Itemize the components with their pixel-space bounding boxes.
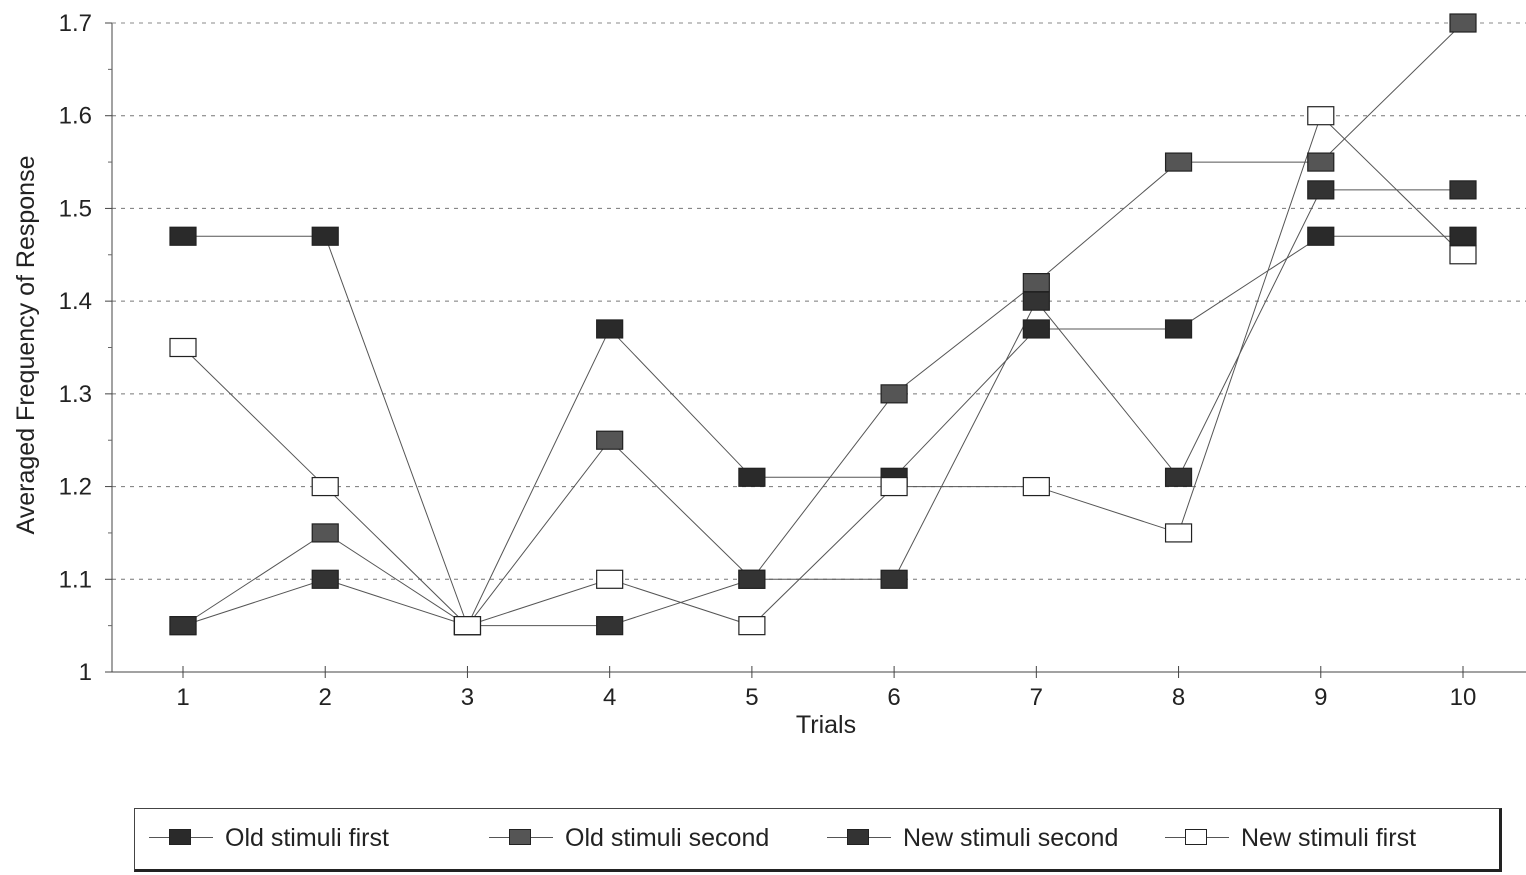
data-point: [1022, 291, 1050, 311]
legend-swatch-old-first: [149, 827, 213, 849]
series-line: [182, 22, 1464, 627]
x-tick-label: 2: [319, 684, 332, 711]
data-point: [1022, 319, 1050, 339]
legend-label: New stimuli second: [903, 823, 1119, 852]
x-tick-label: 4: [603, 684, 616, 711]
data-point: [1164, 523, 1193, 543]
x-axis-title: Trials: [796, 711, 856, 739]
data-point: [880, 476, 908, 497]
data-point: [169, 337, 197, 358]
y-tick-label: 1.3: [59, 381, 92, 408]
legend-swatch-new-second: [827, 827, 891, 849]
data-point: [169, 226, 197, 246]
data-point: [596, 616, 624, 636]
data-point: [596, 319, 624, 339]
data-point: [1449, 180, 1477, 200]
y-tick-label: 1.2: [59, 474, 92, 501]
x-tick-label: 5: [745, 684, 758, 711]
data-point: [311, 569, 339, 589]
data-point: [311, 523, 339, 543]
y-axis-ticks: 1 1.1 1.2 1.3 1.4 1.5 1.6 1.7: [59, 10, 112, 686]
data-point: [311, 476, 339, 497]
y-tick-label: 1.7: [59, 10, 92, 37]
legend-label: Old stimuli second: [565, 823, 770, 852]
data-point: [1449, 226, 1477, 246]
y-tick-label: 1: [79, 659, 92, 686]
data-point: [1022, 476, 1050, 497]
y-axis-title: Averaged Frequency of Response: [12, 156, 40, 535]
x-tick-label: 1: [176, 684, 189, 711]
data-point: [1449, 245, 1477, 265]
legend-label: New stimuli first: [1241, 823, 1417, 852]
data-point: [1449, 13, 1477, 33]
legend-item-new-second: New stimuli second: [827, 809, 1118, 867]
legend-item-old-second: Old stimuli second: [489, 809, 769, 867]
data-point: [738, 569, 766, 589]
line-chart: 1 1.1 1.2 1.3 1.4 1.5 1.6 1.7 1 2 3 4 5 6 7 8 9 10 Trial…: [12, 10, 1526, 739]
data-point: [596, 430, 624, 450]
legend-swatch-new-first: [1165, 827, 1229, 849]
y-tick-label: 1.6: [59, 103, 92, 130]
data-point: [1307, 152, 1335, 172]
legend-swatch-old-second: [489, 827, 553, 849]
data-point: [738, 616, 766, 636]
data-point: [169, 616, 197, 636]
series-line: [182, 114, 1464, 627]
y-tick-label: 1.1: [59, 566, 92, 593]
x-tick-label: 9: [1314, 684, 1327, 711]
data-point: [453, 616, 482, 636]
data-point: [880, 569, 908, 589]
data-point: [1022, 273, 1050, 293]
data-point: [311, 226, 339, 246]
x-tick-label: 10: [1450, 684, 1477, 711]
y-tick-label: 1.4: [59, 288, 92, 315]
data-point: [738, 467, 766, 487]
x-tick-label: 6: [887, 684, 900, 711]
data-point: [1307, 226, 1335, 246]
x-tick-label: 3: [461, 684, 474, 711]
legend-label: Old stimuli first: [225, 823, 389, 852]
series-line: [182, 189, 1463, 627]
series-line: [183, 235, 1463, 627]
x-axis-ticks: 1 2 3 4 5 6 7 8 9 10: [176, 666, 1476, 711]
data-point: [596, 569, 624, 589]
data-point: [1164, 467, 1193, 487]
data-point: [880, 384, 908, 404]
y-tick-label: 1.5: [59, 195, 92, 222]
legend-item-new-first: New stimuli first: [1165, 809, 1416, 867]
series-group: [169, 13, 1477, 636]
legend: Old stimuli first Old stimuli second New…: [134, 808, 1502, 872]
x-tick-label: 7: [1030, 684, 1043, 711]
data-point: [1307, 180, 1335, 200]
data-point: [1164, 319, 1193, 339]
data-point: [1307, 106, 1335, 126]
legend-item-old-first: Old stimuli first: [149, 809, 389, 867]
x-tick-label: 8: [1172, 684, 1185, 711]
data-point: [1164, 152, 1193, 172]
